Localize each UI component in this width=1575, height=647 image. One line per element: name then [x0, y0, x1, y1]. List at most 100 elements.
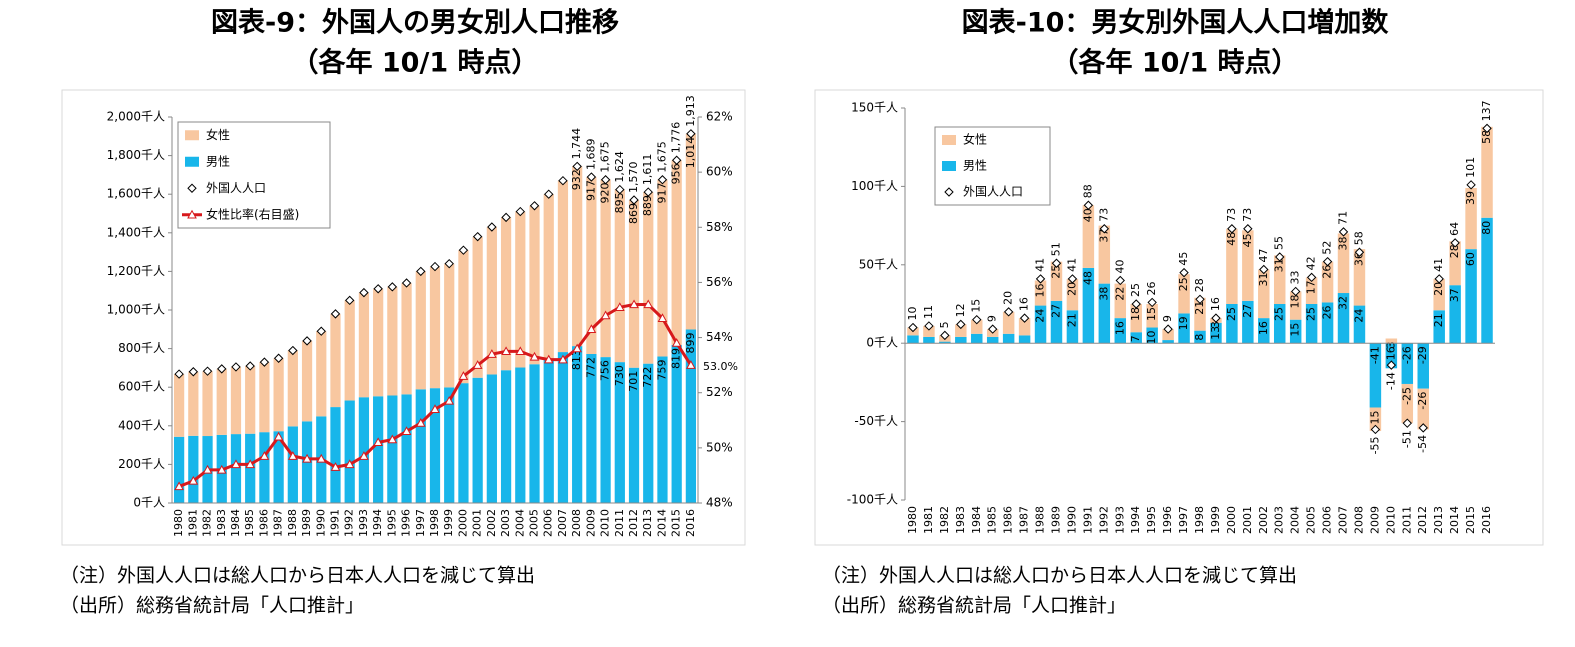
data-label: 41 — [1065, 258, 1078, 272]
legend-swatch — [187, 209, 197, 219]
bar — [429, 266, 441, 389]
bar — [671, 344, 682, 503]
ratio-marker — [515, 346, 526, 356]
data-label: 25 — [1305, 307, 1318, 321]
data-label: 18 — [1129, 307, 1142, 321]
total-marker — [1179, 267, 1189, 278]
x-tick-label: 1990 — [1065, 506, 1078, 534]
note: （出所）総務省統計局「人口推計」 — [60, 595, 364, 617]
bar — [1082, 205, 1095, 268]
total-marker — [558, 175, 568, 186]
bar — [971, 319, 983, 334]
bar — [1385, 338, 1398, 344]
total-marker — [908, 322, 918, 333]
total-marker — [686, 129, 696, 139]
total-marker — [316, 326, 326, 336]
total-marker — [1115, 275, 1125, 286]
data-label: 38 — [1097, 287, 1110, 301]
bar — [1242, 300, 1254, 344]
data-label: 10 — [906, 307, 919, 321]
bar — [986, 336, 999, 344]
data-label: 15 — [970, 299, 983, 313]
data-label: 920 — [599, 183, 612, 204]
x-tick-label: 2005 — [1305, 506, 1318, 534]
total-marker — [529, 201, 540, 211]
total-marker — [600, 175, 611, 185]
bar — [1146, 327, 1158, 344]
bar — [543, 358, 554, 503]
y2-tick-label: 50% — [706, 440, 733, 454]
x-tick-label: 1986 — [257, 509, 270, 537]
bar — [1289, 319, 1302, 344]
x-tick-label: 1995 — [385, 509, 398, 537]
x-tick-label: 1993 — [1113, 506, 1126, 534]
total-marker — [1450, 238, 1460, 248]
total-marker — [174, 369, 184, 379]
data-label: 917 — [655, 183, 668, 204]
total-marker — [1131, 299, 1141, 309]
bar — [373, 396, 384, 503]
y-tick-label: 2,000千人 — [107, 110, 165, 124]
bar — [316, 331, 327, 417]
total-marker — [458, 245, 469, 255]
bar — [923, 336, 935, 344]
ratio-marker — [373, 437, 383, 447]
y2-tick-label: 56% — [706, 275, 733, 289]
x-tick-label: 1992 — [1097, 506, 1110, 534]
bar — [500, 370, 512, 503]
data-label: 33 — [1289, 270, 1302, 284]
y-tick-label: 50千人 — [859, 257, 898, 271]
chart-frame — [814, 89, 1544, 546]
total-marker — [1466, 180, 1476, 190]
data-label: 13 — [1209, 326, 1222, 340]
total-marker — [217, 364, 227, 374]
bar — [572, 346, 583, 503]
x-tick-label: 1980 — [906, 506, 919, 534]
total-marker — [1306, 272, 1317, 283]
y-tick-label: 600千人 — [118, 380, 165, 394]
data-label: 24 — [1034, 309, 1047, 323]
ratio-marker — [359, 451, 369, 460]
data-label: 869 — [627, 203, 640, 224]
data-label: 759 — [655, 360, 668, 381]
total-marker — [344, 295, 355, 306]
x-tick-label: 2008 — [1352, 506, 1365, 534]
data-label: 27 — [1049, 304, 1062, 318]
total-marker — [1370, 424, 1381, 435]
bar — [1018, 335, 1031, 344]
bar — [1401, 383, 1414, 424]
x-tick-label: 1980 — [172, 509, 185, 537]
ratio-marker — [543, 354, 554, 364]
bar — [1337, 233, 1350, 294]
total-marker — [231, 362, 241, 372]
legend-label: 女性比率(右目盛) — [206, 206, 299, 221]
data-label: 28 — [1193, 278, 1206, 292]
x-tick-label: 1987 — [272, 509, 285, 537]
x-tick-label: 1998 — [1193, 506, 1206, 534]
bar — [671, 160, 682, 345]
data-label: 18 — [1289, 294, 1302, 308]
data-label: 37 — [1448, 288, 1461, 302]
data-label: 48 — [1081, 271, 1094, 285]
bar — [1018, 318, 1031, 336]
legend-swatch — [185, 156, 199, 167]
bar — [1369, 407, 1382, 432]
x-tick-label: 2012 — [627, 509, 640, 537]
data-label: 899 — [684, 332, 697, 353]
data-label: 40 — [1113, 259, 1126, 273]
data-label: 21 — [1432, 313, 1445, 327]
total-marker — [245, 361, 255, 371]
x-tick-label: 2003 — [1273, 506, 1286, 534]
x-tick-label: 2009 — [584, 509, 597, 537]
x-tick-label: 1989 — [1049, 506, 1062, 534]
bar — [1433, 310, 1445, 344]
data-label: 71 — [1337, 211, 1350, 225]
data-label: 22 — [1113, 287, 1126, 301]
total-marker — [1290, 286, 1301, 297]
bar — [1162, 340, 1174, 344]
bar — [472, 236, 483, 378]
data-label: 1,776 — [670, 122, 683, 154]
data-label: 20 — [1432, 282, 1445, 296]
y2-tick-label: 62% — [706, 110, 733, 124]
total-marker — [288, 345, 298, 356]
